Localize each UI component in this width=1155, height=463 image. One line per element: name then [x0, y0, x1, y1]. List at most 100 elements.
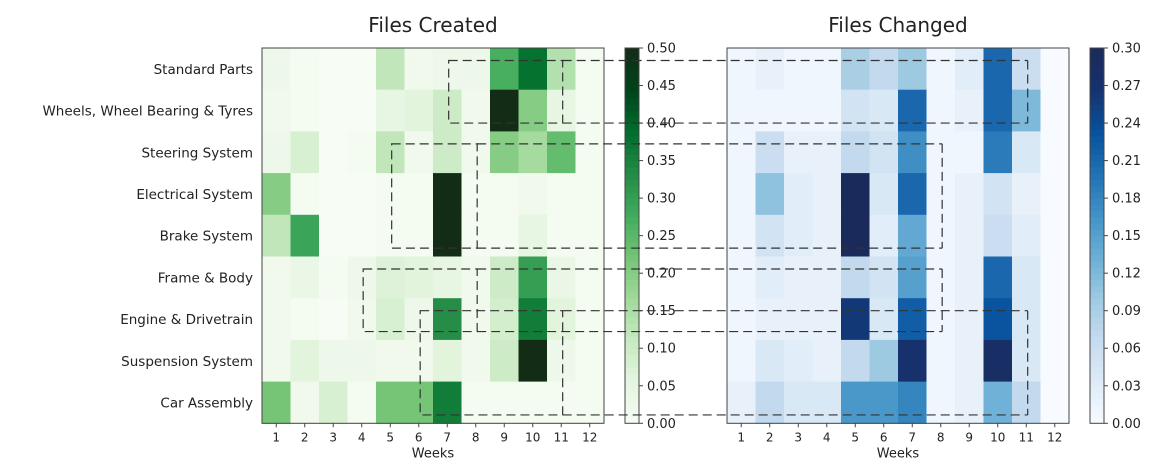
colorbar-segment	[1090, 392, 1104, 399]
heatmap-cell	[290, 89, 320, 132]
colorbar-segment	[1090, 48, 1104, 55]
x-tick-label: 2	[301, 430, 309, 444]
colorbar-tick-label: 0.45	[647, 79, 676, 94]
colorbar-segment	[1090, 60, 1104, 68]
x-tick-label: 9	[500, 430, 508, 444]
colorbar-segment	[625, 210, 639, 218]
colorbar-tick-label: 0.09	[1112, 304, 1141, 319]
colorbar-segment	[625, 154, 639, 162]
heatmap-cell	[983, 173, 1013, 216]
x-tick-label: 2	[766, 430, 774, 444]
row-label: Engine & Drivetrain	[120, 312, 253, 328]
colorbar-segment	[1090, 385, 1104, 393]
x-tick-label: 12	[582, 430, 597, 444]
heatmap-cell	[926, 381, 956, 424]
heatmap-cell	[784, 173, 813, 216]
heatmap-cell	[898, 339, 927, 383]
heatmap-cell	[518, 131, 548, 174]
heatmap-cell	[575, 173, 605, 216]
x-tick-label: 6	[880, 430, 888, 444]
x-tick-label: 4	[358, 430, 366, 444]
colorbar-segment	[1090, 191, 1104, 199]
colorbar-segment	[1090, 54, 1104, 62]
heatmap-cell	[955, 131, 984, 174]
heatmap-cell	[812, 173, 842, 216]
heatmap-cell	[1040, 256, 1070, 299]
heatmap-cell	[955, 173, 984, 216]
colorbar-segment	[625, 273, 639, 281]
colorbar-segment	[1090, 79, 1104, 87]
heatmap-cell	[1012, 173, 1041, 216]
heatmap-cell	[727, 298, 756, 341]
heatmap-cell	[433, 173, 462, 216]
heatmap-cell	[404, 173, 434, 216]
colorbar-segment	[1090, 66, 1104, 74]
plot-frame	[261, 47, 605, 424]
x-axis-label: Weeks	[877, 446, 920, 461]
heatmap-cell	[319, 89, 348, 132]
heatmap-cell	[290, 131, 320, 174]
heatmap-cell	[727, 256, 756, 299]
heatmap-cell	[727, 381, 756, 424]
heatmap-cell	[1012, 339, 1041, 383]
heatmap-cell	[461, 89, 491, 132]
heatmap-cell	[841, 256, 870, 299]
colorbar-segment	[1090, 210, 1104, 218]
heatmap-cell	[898, 298, 927, 341]
heatmap-cell	[1040, 298, 1070, 341]
x-tick-label: 9	[965, 430, 973, 444]
heatmap-cell	[898, 381, 927, 424]
x-tick-label: 8	[937, 430, 945, 444]
heatmap-cell	[1040, 131, 1070, 174]
colorbar-segment	[625, 166, 639, 174]
heatmap-cell	[461, 381, 491, 424]
heatmap-cell	[1040, 381, 1070, 424]
colorbar-segment	[625, 310, 639, 318]
colorbar-segment	[1090, 91, 1104, 99]
heatmap-cell	[433, 298, 462, 341]
heatmap-cell	[898, 256, 927, 299]
heatmap-cell	[727, 339, 756, 383]
colorbar-segment	[625, 216, 639, 224]
heatmap-cell	[433, 48, 462, 91]
heatmap-cell	[784, 214, 813, 257]
colorbar-segment	[625, 348, 639, 356]
colorbar-segment	[625, 260, 639, 268]
heatmap-cell	[983, 339, 1013, 383]
colorbar-segment	[625, 367, 639, 374]
heatmap-cell	[983, 256, 1013, 299]
highlight-box-created	[391, 143, 478, 249]
heatmap-cell	[290, 381, 320, 424]
colorbar-tick-label: 0.03	[1112, 379, 1141, 394]
heatmap-cell	[347, 173, 377, 216]
heatmap-cell	[812, 256, 842, 299]
heatmap-cell	[376, 214, 405, 257]
colorbar-segment	[1090, 185, 1104, 193]
heatmap-cell	[347, 214, 377, 257]
heatmap-cell	[926, 298, 956, 341]
heatmap-cell	[784, 131, 813, 174]
colorbar-tick-label: 0.15	[1112, 229, 1141, 244]
x-tick-label: 5	[386, 430, 394, 444]
heatmap-cell	[404, 381, 434, 424]
heatmap-cell	[755, 256, 785, 299]
colorbar-segment	[625, 198, 639, 205]
colorbar-segment	[625, 392, 639, 399]
heatmap-cell	[490, 256, 519, 299]
heatmap-cell	[1040, 89, 1070, 132]
colorbar-segment	[1090, 379, 1104, 387]
colorbar-segment	[625, 85, 639, 93]
colorbar-segment	[1090, 154, 1104, 162]
heatmap-cell	[575, 48, 605, 91]
colorbar-segment	[625, 341, 639, 349]
heatmap-cell	[262, 298, 291, 341]
colorbar-segment	[1090, 398, 1104, 406]
heatmap-cell	[955, 298, 984, 341]
heatmap-cell	[404, 298, 434, 341]
colorbar-segment	[625, 173, 639, 180]
heatmap-cell	[841, 214, 870, 257]
heatmap-cell	[1040, 48, 1070, 91]
heatmap-cell	[319, 256, 348, 299]
colorbar-segment	[625, 129, 639, 137]
